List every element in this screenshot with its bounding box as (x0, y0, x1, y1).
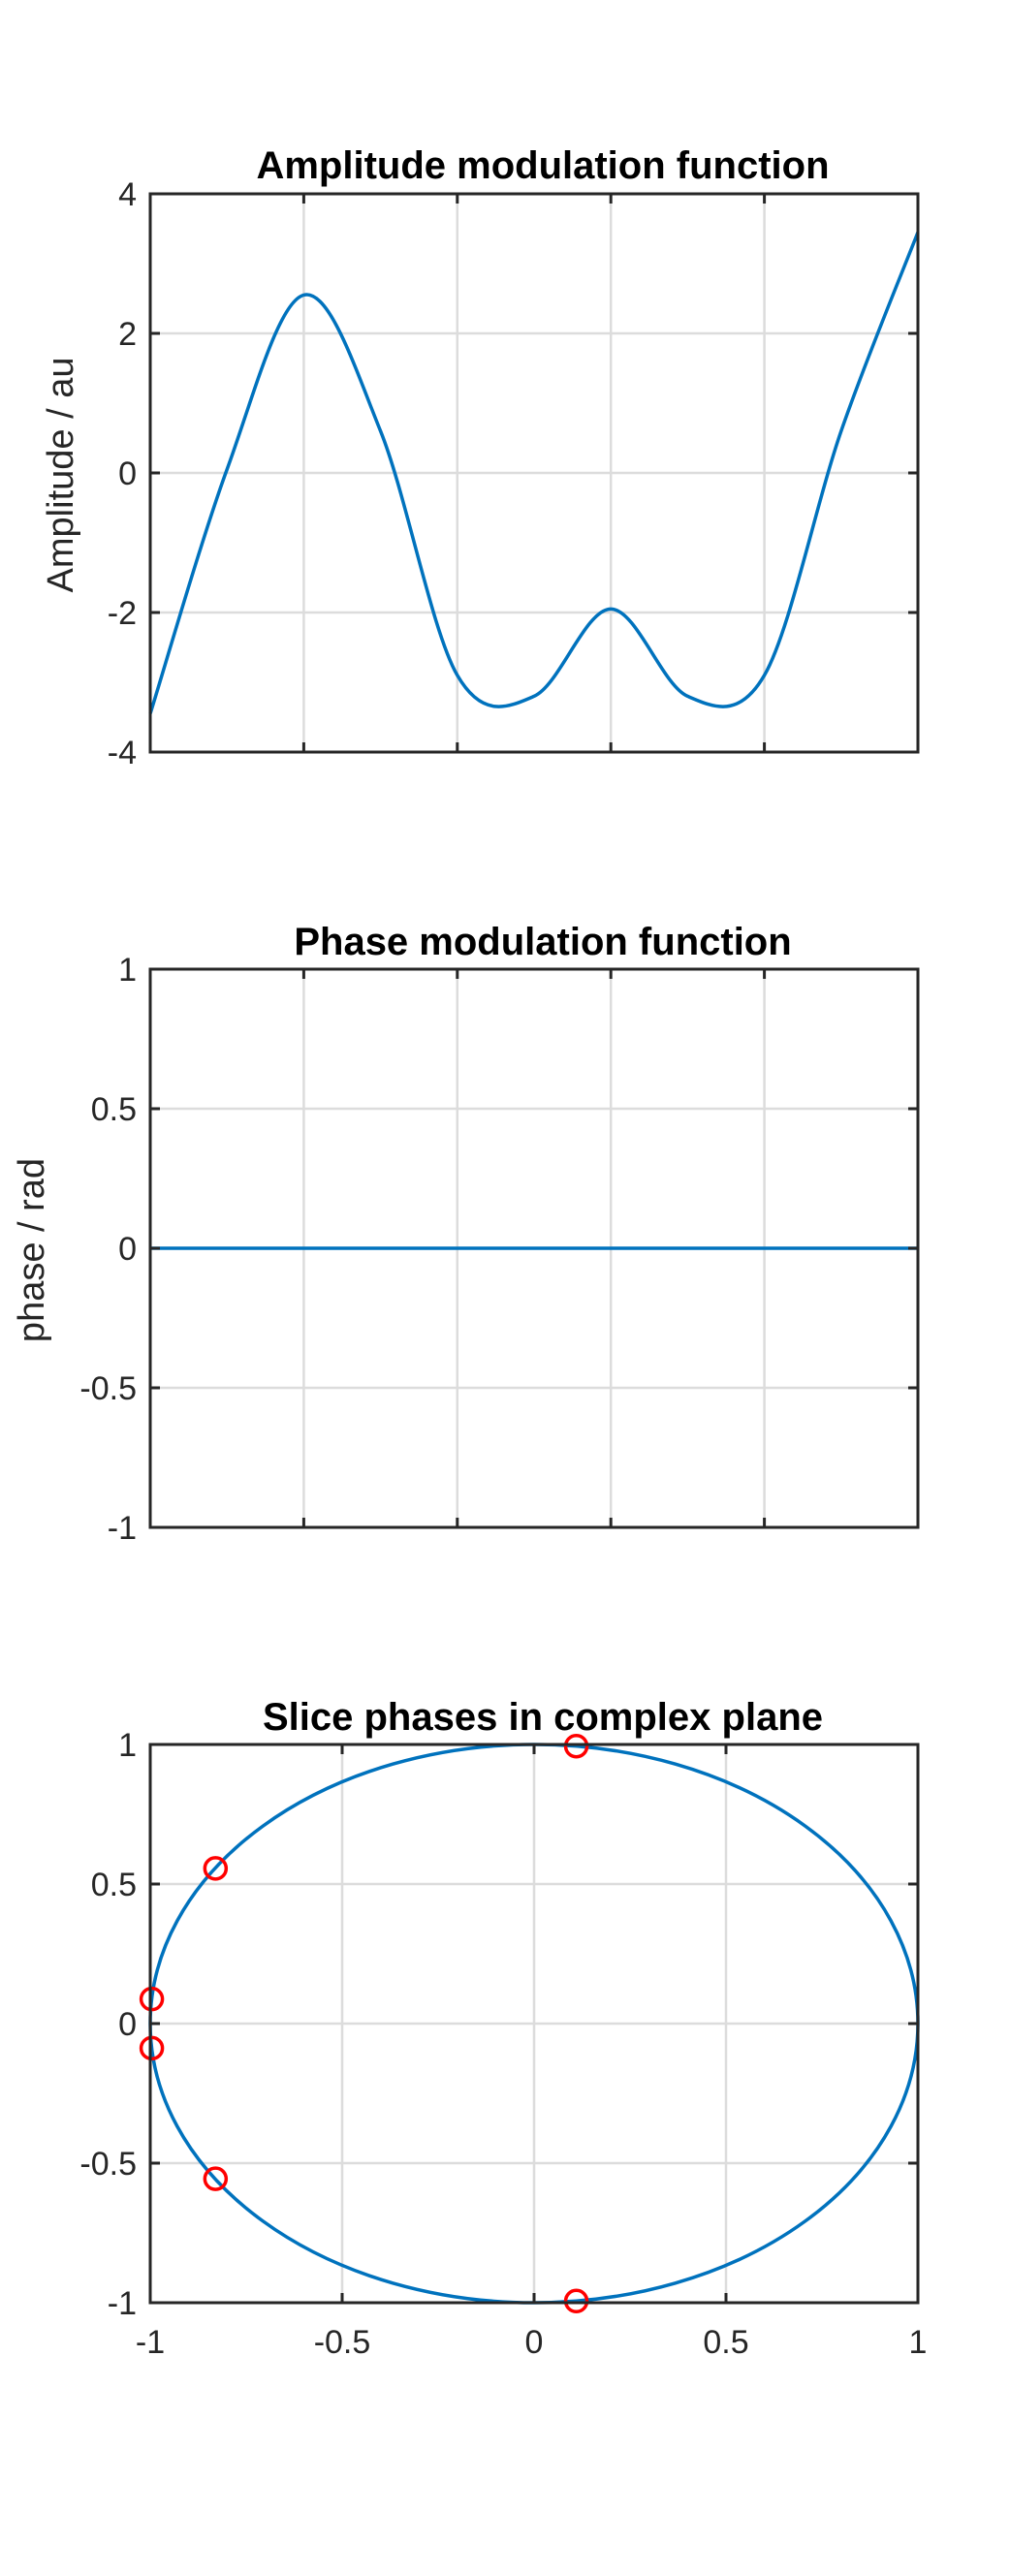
phase-y-tick-label: -0.5 (79, 1370, 137, 1407)
complex-plane-x-tick-label: -0.5 (314, 2324, 371, 2361)
complex-plane-y-tick-label: -0.5 (79, 2146, 137, 2183)
complex-plane-y-tick-label: -1 (108, 2285, 137, 2322)
complex-plane-y-tick-label: 0 (118, 2006, 137, 2043)
phase-y-tick-label: 0.5 (91, 1091, 137, 1128)
phase-y-tick-label: 1 (118, 952, 137, 989)
amplitude-y-tick-label: -2 (108, 595, 137, 632)
phase-title: Phase modulation function (294, 921, 791, 963)
complex-plane-x-tick-label: 1 (909, 2324, 928, 2361)
amplitude-ylabel: Amplitude / au (41, 358, 81, 593)
complex-plane-x-tick-label: -1 (136, 2324, 165, 2361)
complex-plane-x-ticks: -1 -0.5 0 0.5 1 (136, 1744, 928, 2361)
complex-plane-title: Slice phases in complex plane (263, 1696, 823, 1739)
amplitude-title: Amplitude modulation function (256, 144, 829, 187)
complex-plane-grid (150, 1744, 918, 2303)
complex-plane-x-tick-label: 0 (525, 2324, 544, 2361)
amplitude-y-tick-label: 0 (118, 456, 137, 492)
phase-panel: Phase modulation function phase / rad -1… (12, 921, 918, 1547)
amplitude-y-tick-label: -4 (108, 735, 137, 771)
phase-y-tick-label: -1 (108, 1510, 137, 1547)
complex-plane-x-tick-label: 0.5 (703, 2324, 748, 2361)
amplitude-y-tick-label: 2 (118, 316, 137, 353)
amplitude-panel: Amplitude modulation function Amplitude … (41, 144, 918, 771)
amplitude-y-tick-label: 4 (118, 176, 137, 213)
complex-plane-y-tick-label: 1 (118, 1727, 137, 1764)
phase-y-tick-label: 0 (118, 1231, 137, 1268)
amplitude-grid (150, 194, 918, 752)
complex-plane-y-tick-label: 0.5 (91, 1867, 137, 1903)
complex-plane-panel: Slice phases in complex plane -1 -0.5 0 0.5… (79, 1696, 927, 2361)
phase-ylabel: phase / rad (12, 1158, 52, 1342)
